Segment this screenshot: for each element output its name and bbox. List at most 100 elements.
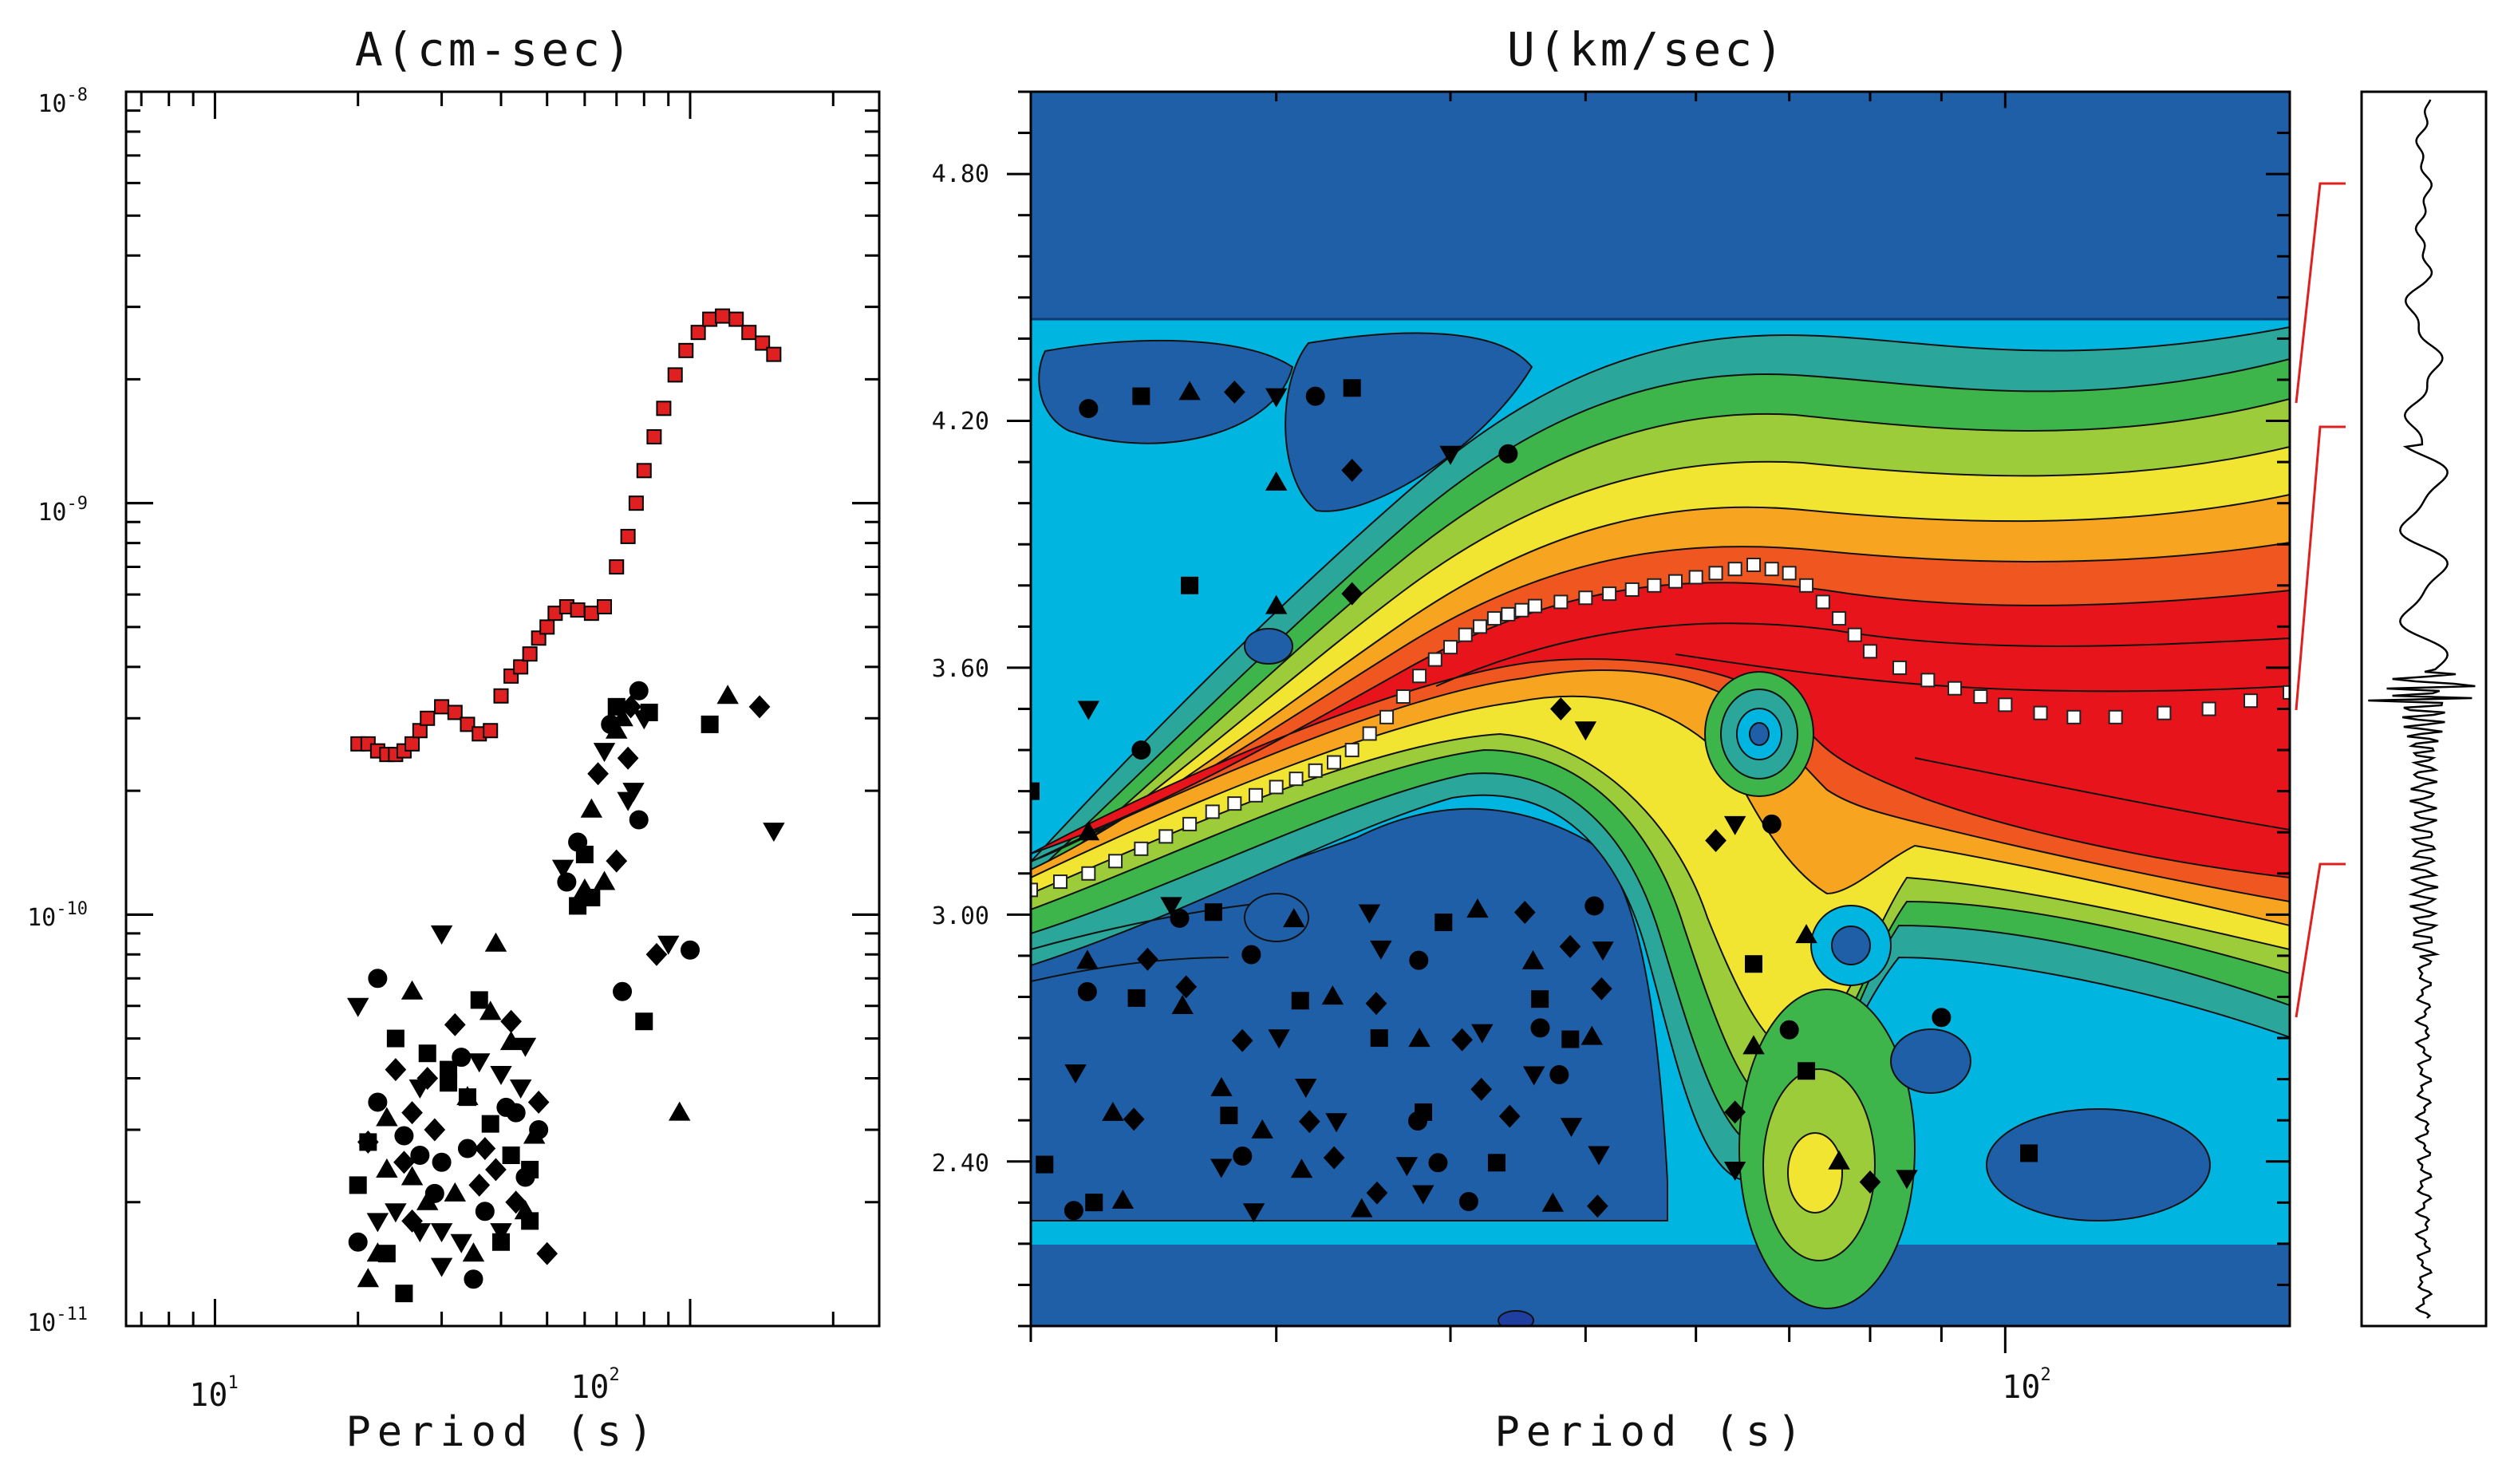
station-measurement-marker [1175,975,1198,999]
station-measurement-marker [1530,1018,1550,1038]
station-amplitude-point [468,1173,491,1197]
station-measurement-marker [1471,1024,1494,1044]
max-amplitude-point [420,710,436,726]
station-measurement-marker [1265,594,1288,614]
ridge-point [1764,562,1779,577]
station-amplitude-point [457,1139,477,1158]
station-amplitude-point [394,1126,414,1146]
station-measurement-marker [1305,386,1325,406]
station-measurement-marker [1358,904,1381,924]
amplitude-xlabel: Period (s) [345,1408,659,1456]
station-measurement-marker [1220,1107,1238,1125]
station-amplitude-point [470,991,488,1009]
max-amplitude-point [539,619,555,635]
station-amplitude-point [587,762,609,786]
station-measurement-marker [1181,576,1199,594]
station-amplitude-point [386,1029,405,1048]
station-measurement-marker [1408,1028,1431,1048]
ridge-point [1973,689,1988,705]
station-measurement-marker [1132,387,1150,405]
station-amplitude-point [575,845,594,863]
station-amplitude-point [366,1242,389,1262]
ridge-point [1948,681,1963,696]
station-amplitude-point [613,981,633,1001]
max-amplitude-point [513,659,529,675]
station-amplitude-point [479,1001,502,1020]
amplitude-title: A(cm-sec) [355,22,634,77]
contour-isoline [1914,757,2290,831]
station-amplitude-point [645,942,668,966]
max-amplitude-point [755,335,771,351]
station-amplitude-point [430,925,453,945]
station-measurement-marker [1487,1154,1506,1172]
station-measurements [1031,379,2038,1223]
station-amplitude-point [491,1233,510,1251]
station-measurement-marker [1798,1062,1816,1080]
station-amplitude-point [629,810,649,830]
ridge-point [1782,566,1797,581]
ridge-point [1395,689,1411,705]
max-amplitude-point [646,428,662,444]
ridge-point [1647,578,1662,593]
ridge-point [1920,673,1936,688]
max-amplitude-point [483,723,499,739]
station-amplitude-point [430,1257,453,1277]
group-velocity-ytick-label: 4.20 [932,408,989,436]
ridge-point [1031,882,1038,898]
ridge-point [2033,705,2048,720]
ridge-point [1578,590,1593,606]
station-amplitude-point [464,1269,483,1289]
ridge-point [2201,701,2216,716]
station-measurement-marker [1123,1107,1145,1131]
station-measurement-marker [2020,1144,2038,1162]
station-amplitude-point [617,746,639,770]
station-amplitude-point [606,719,628,739]
ridge-point [1443,640,1458,655]
station-measurement-marker [1549,1065,1569,1085]
station-measurement-marker [1409,950,1429,970]
station-measurement-marker [1325,1113,1348,1133]
station-amplitude-point [485,1158,507,1182]
station-amplitude-point [490,1223,512,1243]
station-measurement-marker [1592,941,1614,961]
max-amplitude-point [434,699,450,715]
station-amplitude-point [401,1166,424,1186]
station-measurement-marker [1428,1153,1448,1173]
station-measurement-marker [1412,1185,1435,1205]
amplitude-ticks [126,90,879,1328]
station-amplitude-point [368,1092,388,1112]
station-amplitude-point [499,1031,523,1051]
station-measurement-marker [1498,1104,1521,1128]
group-velocity-ytick-label: 2.40 [932,1150,989,1178]
station-measurement-marker [1561,1030,1580,1048]
group-velocity-ticks [1007,90,2290,1353]
ridge-point [1863,644,1877,659]
ridge-point [1344,743,1360,758]
amplitude-xtick-label: 102 [570,1365,619,1406]
ridge-point [2066,709,2082,724]
station-amplitude-point [385,1203,407,1223]
contour-isoline [1031,957,1229,982]
station-amplitude-point [574,878,596,898]
max-amplitude-point [656,401,672,416]
station-amplitude-point [505,1190,527,1214]
station-measurement-marker [1251,1119,1273,1139]
station-measurement-marker [1451,1028,1473,1052]
station-measurement-marker [1366,1181,1388,1205]
ridge-point [1998,697,2013,712]
station-measurement-marker [1077,701,1100,720]
ridge-point [1053,874,1068,890]
ridge-point [1528,598,1543,614]
station-amplitude-point [359,1133,377,1151]
ridge-point [1727,562,1742,577]
contour-lobe-ring [1831,926,1871,965]
station-measurement-marker [1395,1157,1419,1177]
ridge-point [1667,574,1683,589]
station-measurement-marker [1588,1146,1610,1166]
ridge-point [1602,586,1617,602]
contour-isoline [1435,622,2290,687]
station-amplitude-point [468,1053,491,1073]
station-measurement-marker [1415,1103,1433,1121]
station-measurement-marker [1705,829,1727,852]
